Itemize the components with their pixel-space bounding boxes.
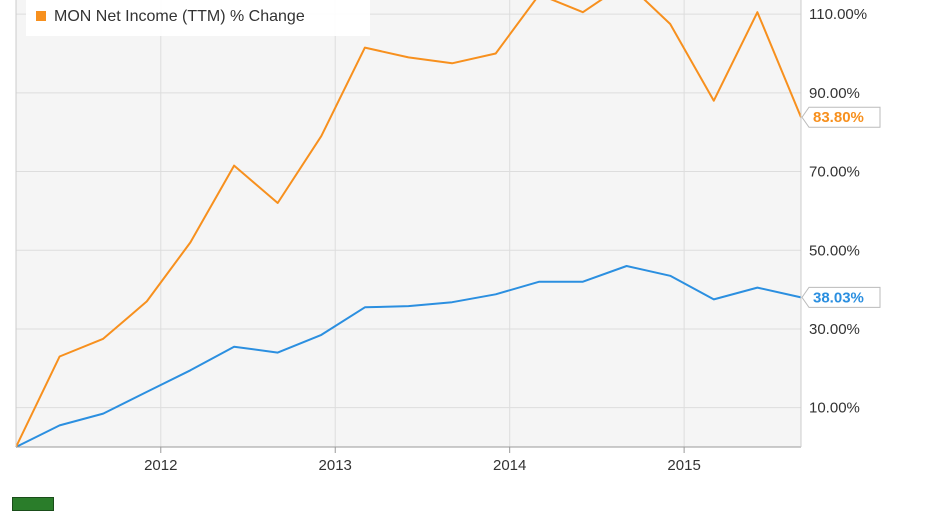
end-callout-0: 38.03% (801, 286, 881, 308)
y-tick-label: 90.00% (809, 85, 860, 102)
series-line-1 (15, 0, 802, 448)
callout-box (801, 106, 881, 128)
legend-swatch-1 (36, 11, 46, 21)
brand-logo (12, 497, 54, 511)
x-tick-label: 2013 (319, 457, 352, 474)
series-line-0 (15, 265, 802, 448)
callout-value: 38.03% (813, 289, 864, 306)
callout-box (801, 286, 881, 308)
y-tick-label: 30.00% (809, 321, 860, 338)
y-tick-label: 10.00% (809, 400, 860, 417)
y-tick-labels: 10.00% 30.00% 50.00% 70.00% 90.00% 110.00% (809, 6, 867, 417)
x-tick-label: 2012 (144, 457, 177, 474)
legend: MON Revenue (TTM) % ChangeMON Net Income… (26, 0, 370, 36)
y-tick-label: 110.00% (809, 6, 867, 23)
plot-area (16, 0, 801, 447)
y-tick-label: 50.00% (809, 242, 860, 259)
end-value-callouts: 38.03% 83.80% (801, 106, 881, 308)
callout-value: 83.80% (813, 109, 864, 126)
x-tick-label: 2015 (667, 457, 700, 474)
x-grid (160, 0, 685, 453)
x-tick-labels: 2012 2013 2014 2015 (144, 457, 701, 474)
y-tick-label: 70.00% (809, 164, 860, 181)
series-group (15, 0, 802, 448)
end-callout-1: 83.80% (801, 106, 881, 128)
legend-label-1: MON Net Income (TTM) % Change (54, 8, 305, 25)
legend-box (26, 0, 370, 36)
x-tick-label: 2014 (493, 457, 526, 474)
